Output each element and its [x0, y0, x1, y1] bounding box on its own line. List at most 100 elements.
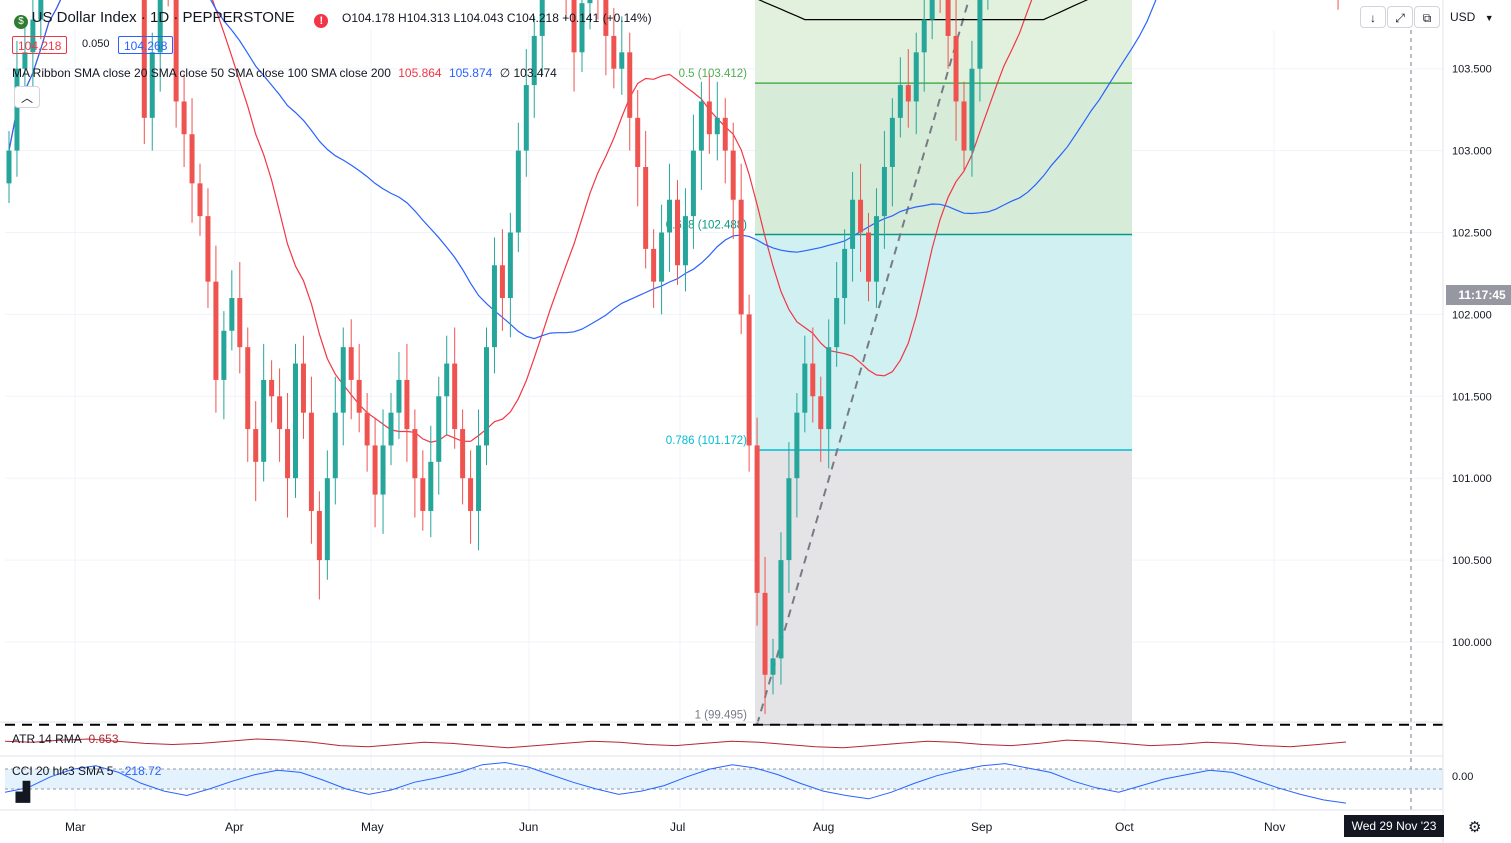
candle-body [380, 445, 386, 495]
ma-value-100-200: ∅ 103.474 [499, 66, 557, 80]
candle-body [698, 101, 704, 151]
candle-body [324, 478, 330, 561]
y-tick-label: 100.500 [1452, 555, 1492, 567]
symbol-header[interactable]: $ US Dollar Index · 1D · PEPPERSTONE ! O… [14, 9, 652, 29]
countdown-tag: 11:17:45 [1446, 285, 1511, 305]
candle-body [515, 150, 521, 233]
expand-icon: ⤢ [1395, 11, 1405, 25]
candle-body [308, 412, 314, 511]
candle-body [738, 199, 744, 315]
candle-body [189, 134, 195, 184]
candle-body [237, 298, 243, 348]
settings-gear-icon[interactable]: ⚙ [1468, 819, 1482, 836]
atr-legend[interactable]: ATR 14 RMA 0.653 [12, 732, 119, 746]
candle-body [269, 379, 275, 397]
candle-body [285, 429, 291, 479]
candle-body [404, 379, 410, 430]
candle-body [603, 0, 609, 36]
currency-selector[interactable]: USD ▼ [1450, 10, 1494, 24]
x-tick-label: Jun [519, 820, 539, 834]
candle-body [356, 379, 362, 413]
candle-body [627, 52, 633, 118]
candle-body [913, 52, 919, 102]
chevron-down-icon: ▼ [1484, 13, 1494, 23]
candle-body [420, 478, 426, 511]
candle-body [682, 216, 688, 266]
y-tick-label: 101.500 [1452, 391, 1492, 403]
candle-body [468, 478, 474, 511]
horizontal-levels: 107.362106.837105.484105.349104.65899.49… [5, 714, 1500, 735]
screenshot-button[interactable]: ⧉ [1414, 6, 1440, 28]
candle-body [730, 150, 736, 200]
candle-body [388, 412, 394, 446]
y-tick-label: 101.000 [1452, 473, 1492, 485]
candle-body [754, 445, 760, 593]
price-axis-bg [1443, 0, 1511, 843]
fullscreen-button[interactable]: ⤢ [1387, 6, 1413, 28]
candle-body [181, 101, 187, 135]
candle-body [452, 363, 458, 430]
alert-icon[interactable]: ! [314, 14, 329, 28]
ask-price-box[interactable]: 104.268 [118, 36, 174, 54]
candle-body [197, 183, 203, 217]
candle-body [412, 429, 418, 479]
ohlc-values: O104.178 H104.313 L104.043 C104.218 +0.1… [342, 11, 652, 25]
chart-annotations [1410, 30, 1412, 810]
cci-line [4, 761, 1347, 804]
candle-body [213, 281, 219, 380]
candle-body [229, 298, 235, 331]
x-tick-label: Oct [1115, 820, 1134, 834]
candle-body [14, 68, 20, 151]
candle-body [794, 412, 800, 479]
candle-body [364, 412, 370, 446]
candle-body [842, 248, 848, 299]
candle-body [643, 166, 649, 249]
candle-body [460, 429, 466, 479]
candle-body [587, 0, 593, 4]
ma-value-20: 105.864 [398, 66, 442, 80]
candle-body [659, 232, 665, 282]
candle-body [499, 265, 505, 299]
candle-body [293, 363, 298, 479]
cci-legend[interactable]: CCI 20 hlc3 SMA 5 -218.72 [12, 764, 161, 778]
candle-body [6, 150, 12, 184]
candle-body [340, 347, 346, 413]
candle-body [396, 379, 402, 413]
chevron-up-icon: ︿ [20, 91, 33, 105]
tradingview-logo[interactable]: ▟ [16, 782, 30, 803]
sma-20-line [8, 0, 1033, 443]
candle-body [873, 216, 879, 282]
candle-body [316, 510, 322, 561]
candle-body [953, 35, 959, 102]
sma-50-line [8, 0, 1157, 340]
candle-body [905, 85, 911, 102]
arrow-down-icon: ↓ [1370, 11, 1376, 25]
candle-body [436, 396, 442, 462]
candle-body [205, 216, 211, 282]
candle-body [611, 35, 617, 69]
candle-body [491, 265, 497, 348]
fib-zone [755, 0, 1132, 84]
scroll-down-button[interactable]: ↓ [1360, 6, 1386, 28]
collapse-legend-button[interactable]: ︿ [14, 86, 40, 108]
y-tick-label: 100.000 [1452, 637, 1492, 649]
candle-body [770, 658, 776, 675]
ma-ribbon-legend[interactable]: MA Ribbon SMA close 20 SMA close 50 SMA … [12, 66, 557, 80]
flag-icon: $ [14, 15, 28, 29]
x-tick-label: Nov [1264, 820, 1286, 834]
camera-icon: ⧉ [1422, 11, 1432, 25]
candle-body [619, 52, 625, 69]
x-tick-label: May [361, 820, 384, 834]
atr-line [4, 738, 1347, 749]
candle-body [802, 363, 808, 413]
candle-body [253, 429, 259, 462]
candle-body [444, 363, 450, 397]
fib-level-label: 1 (99.495) [695, 710, 748, 722]
candle-body [484, 347, 489, 446]
candle-body [523, 85, 529, 151]
atr-value: 0.653 [88, 732, 119, 746]
candle-body [866, 232, 871, 282]
bid-price-box[interactable]: 104.218 [12, 36, 68, 54]
ma-value-50: 105.874 [448, 66, 493, 80]
